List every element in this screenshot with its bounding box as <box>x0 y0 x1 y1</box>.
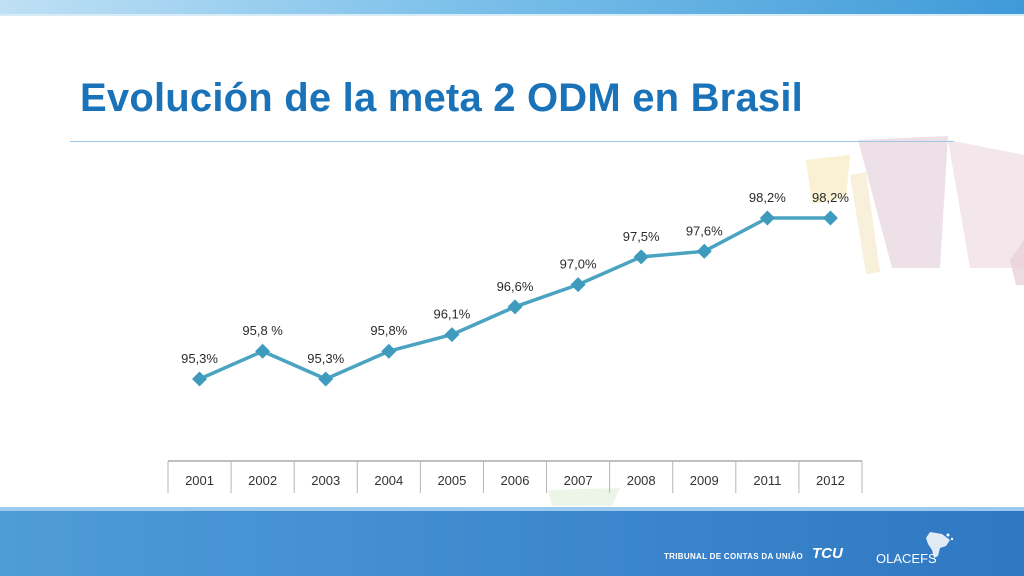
top-accent-bar <box>0 0 1024 14</box>
deco-arc-cream <box>850 172 880 274</box>
deco-arc-pink <box>858 136 948 268</box>
x-tick-label: 2009 <box>690 473 719 488</box>
data-label: 98,2% <box>812 190 849 205</box>
data-label: 95,8 % <box>242 323 283 338</box>
data-label: 95,8% <box>370 323 407 338</box>
footer-institution-text: TRIBUNAL DE CONTAS DA UNIÃO <box>664 552 804 561</box>
top-accent-line <box>0 14 1024 16</box>
deco-arc-yellow <box>806 155 850 204</box>
data-point-marker <box>759 210 775 226</box>
x-tick-label: 2001 <box>185 473 214 488</box>
tcu-logo: TCU <box>812 545 843 562</box>
data-label: 95,3% <box>307 351 344 366</box>
x-tick-label: 2002 <box>248 473 277 488</box>
series-layer <box>192 210 838 387</box>
data-labels: 95,3% 95,8 % 95,3% 95,8% 96,1% 96,6% 97,0% 97,5… <box>181 190 849 366</box>
data-point-marker <box>570 277 586 293</box>
x-tick-label: 2004 <box>374 473 403 488</box>
series-line <box>198 216 831 381</box>
data-point-marker <box>255 343 271 359</box>
slide-title: Evolución de la meta 2 ODM en Brasil <box>80 76 803 120</box>
data-label: 97,6% <box>686 223 723 238</box>
deco-arc-edge <box>1010 240 1024 285</box>
bottom-accent-line <box>0 507 1024 511</box>
deco-arc-pink-right <box>948 140 1024 268</box>
data-label: 96,1% <box>433 307 470 322</box>
x-tick-label: 2003 <box>311 473 340 488</box>
olacefs-logo: OLACEFS <box>876 551 937 566</box>
olacefs-map-icon <box>926 532 954 558</box>
x-tick-label: 2007 <box>564 473 593 488</box>
x-tick-label: 2008 <box>627 473 656 488</box>
data-label: 96,6% <box>497 279 534 294</box>
x-tick-label: 2005 <box>437 473 466 488</box>
deco-arc-green <box>548 488 620 506</box>
data-point-marker <box>633 249 649 265</box>
data-point-marker <box>696 243 712 259</box>
data-label: 95,3% <box>181 351 218 366</box>
x-tick-label: 2006 <box>501 473 530 488</box>
data-point-marker <box>822 210 838 226</box>
data-label: 97,5% <box>623 229 660 244</box>
x-tick-label: 2012 <box>816 473 845 488</box>
data-point-marker <box>318 371 334 387</box>
title-underline <box>70 141 954 142</box>
data-point-marker <box>444 327 460 343</box>
footer-band <box>0 511 1024 576</box>
x-axis: 2001 2002 2003 2004 2005 2006 2007 2008 2009 2011… <box>167 460 863 493</box>
data-point-marker <box>381 343 397 359</box>
data-point-marker <box>507 299 523 315</box>
data-label: 97,0% <box>560 257 597 272</box>
data-point-marker <box>192 371 208 387</box>
data-label: 98,2% <box>749 190 786 205</box>
x-tick-label: 2011 <box>753 473 781 488</box>
